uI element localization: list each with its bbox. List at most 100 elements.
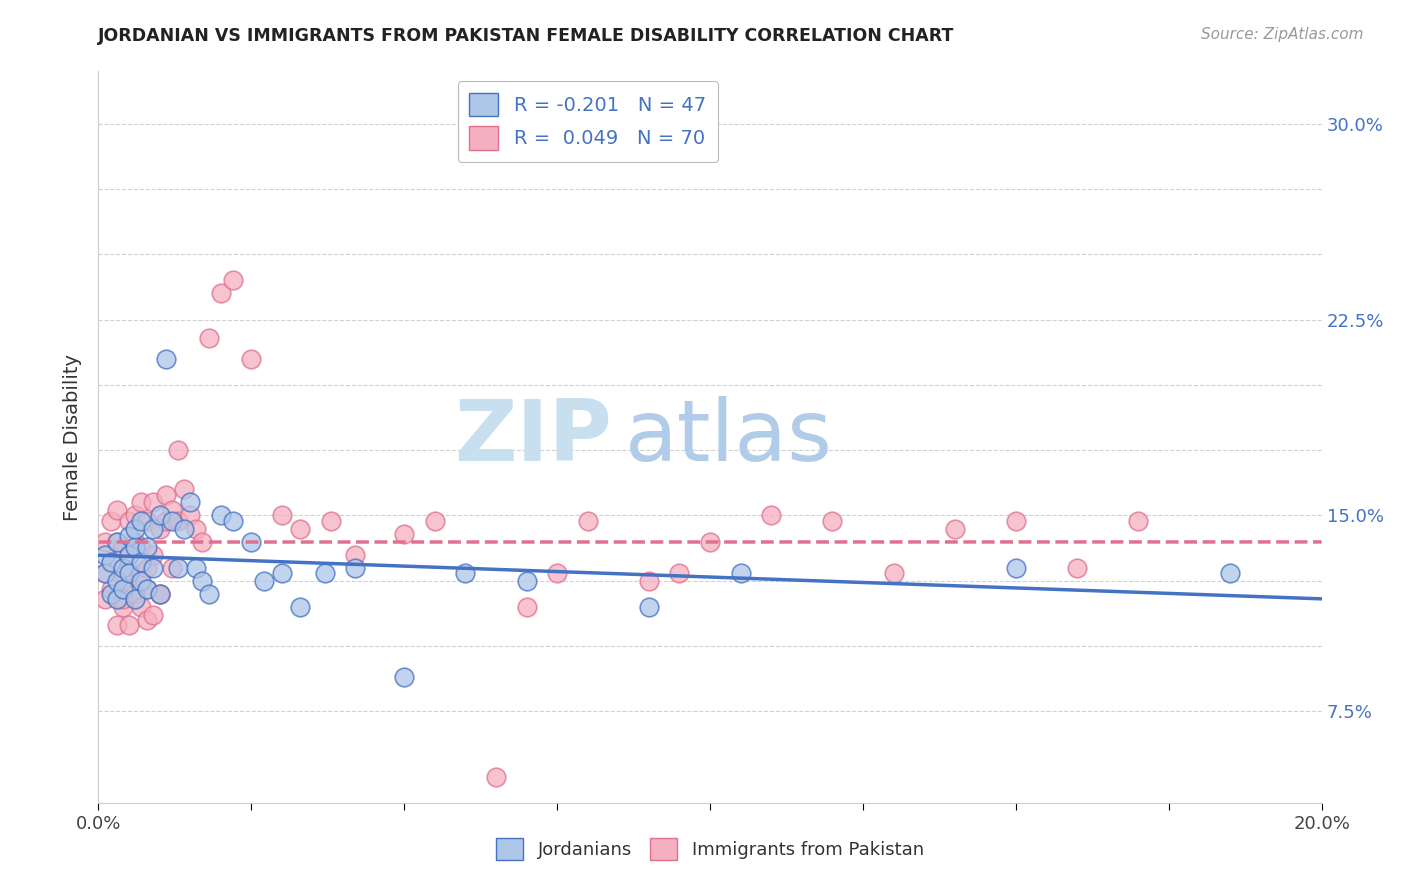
- Point: [118, 529, 141, 543]
- Point: [270, 566, 292, 580]
- Point: [124, 592, 146, 607]
- Point: [111, 566, 134, 580]
- Point: [197, 587, 219, 601]
- Point: [759, 508, 782, 523]
- Point: [100, 587, 122, 601]
- Point: [149, 522, 172, 536]
- Point: [179, 495, 201, 509]
- Point: [155, 487, 177, 501]
- Point: [100, 514, 122, 528]
- Point: [209, 508, 232, 523]
- Point: [118, 566, 141, 580]
- Point: [93, 566, 115, 580]
- Point: [290, 599, 312, 614]
- Point: [576, 514, 599, 528]
- Point: [344, 548, 367, 562]
- Point: [136, 582, 159, 596]
- Point: [209, 286, 232, 301]
- Point: [173, 483, 195, 497]
- Text: atlas: atlas: [624, 395, 832, 479]
- Point: [160, 514, 183, 528]
- Point: [100, 556, 122, 570]
- Point: [93, 534, 115, 549]
- Point: [129, 540, 152, 554]
- Point: [105, 534, 128, 549]
- Point: [105, 574, 128, 588]
- Point: [129, 514, 152, 528]
- Point: [270, 508, 292, 523]
- Point: [191, 574, 214, 588]
- Point: [637, 599, 661, 614]
- Point: [319, 514, 342, 528]
- Point: [136, 613, 159, 627]
- Point: [252, 574, 274, 588]
- Point: [454, 566, 477, 580]
- Point: [105, 618, 128, 632]
- Point: [136, 560, 159, 574]
- Point: [546, 566, 568, 580]
- Point: [344, 560, 367, 574]
- Point: [167, 560, 190, 574]
- Point: [124, 592, 146, 607]
- Point: [118, 514, 141, 528]
- Point: [167, 514, 190, 528]
- Point: [118, 548, 141, 562]
- Point: [111, 592, 134, 607]
- Point: [111, 540, 134, 554]
- Point: [100, 582, 122, 596]
- Point: [883, 566, 905, 580]
- Point: [100, 556, 122, 570]
- Text: Source: ZipAtlas.com: Source: ZipAtlas.com: [1201, 27, 1364, 42]
- Point: [222, 273, 245, 287]
- Point: [240, 534, 263, 549]
- Point: [186, 522, 208, 536]
- Point: [668, 566, 690, 580]
- Point: [136, 540, 159, 554]
- Point: [240, 351, 263, 366]
- Point: [160, 560, 183, 574]
- Point: [105, 534, 128, 549]
- Y-axis label: Female Disability: Female Disability: [63, 353, 82, 521]
- Point: [149, 587, 172, 601]
- Text: JORDANIAN VS IMMIGRANTS FROM PAKISTAN FEMALE DISABILITY CORRELATION CHART: JORDANIAN VS IMMIGRANTS FROM PAKISTAN FE…: [98, 27, 955, 45]
- Point: [821, 514, 844, 528]
- Point: [129, 566, 152, 580]
- Point: [314, 566, 336, 580]
- Point: [179, 508, 201, 523]
- Point: [392, 526, 416, 541]
- Point: [149, 587, 172, 601]
- Point: [105, 592, 128, 607]
- Point: [118, 618, 141, 632]
- Point: [111, 560, 134, 574]
- Point: [129, 495, 152, 509]
- Point: [173, 522, 195, 536]
- Point: [105, 592, 128, 607]
- Point: [93, 592, 115, 607]
- Point: [93, 548, 115, 562]
- Text: ZIP: ZIP: [454, 395, 612, 479]
- Point: [516, 599, 538, 614]
- Point: [1128, 514, 1150, 528]
- Point: [485, 770, 508, 784]
- Point: [111, 582, 134, 596]
- Point: [124, 540, 146, 554]
- Legend: Jordanians, Immigrants from Pakistan: Jordanians, Immigrants from Pakistan: [489, 830, 931, 867]
- Point: [290, 522, 312, 536]
- Point: [699, 534, 721, 549]
- Point: [105, 503, 128, 517]
- Point: [111, 599, 134, 614]
- Point: [129, 556, 152, 570]
- Point: [129, 574, 152, 588]
- Point: [423, 514, 446, 528]
- Point: [167, 443, 190, 458]
- Point: [1004, 560, 1026, 574]
- Point: [142, 495, 165, 509]
- Point: [155, 351, 177, 366]
- Point: [155, 514, 177, 528]
- Point: [1219, 566, 1241, 580]
- Point: [149, 508, 172, 523]
- Point: [118, 548, 141, 562]
- Point: [943, 522, 966, 536]
- Point: [186, 560, 208, 574]
- Point: [197, 331, 219, 345]
